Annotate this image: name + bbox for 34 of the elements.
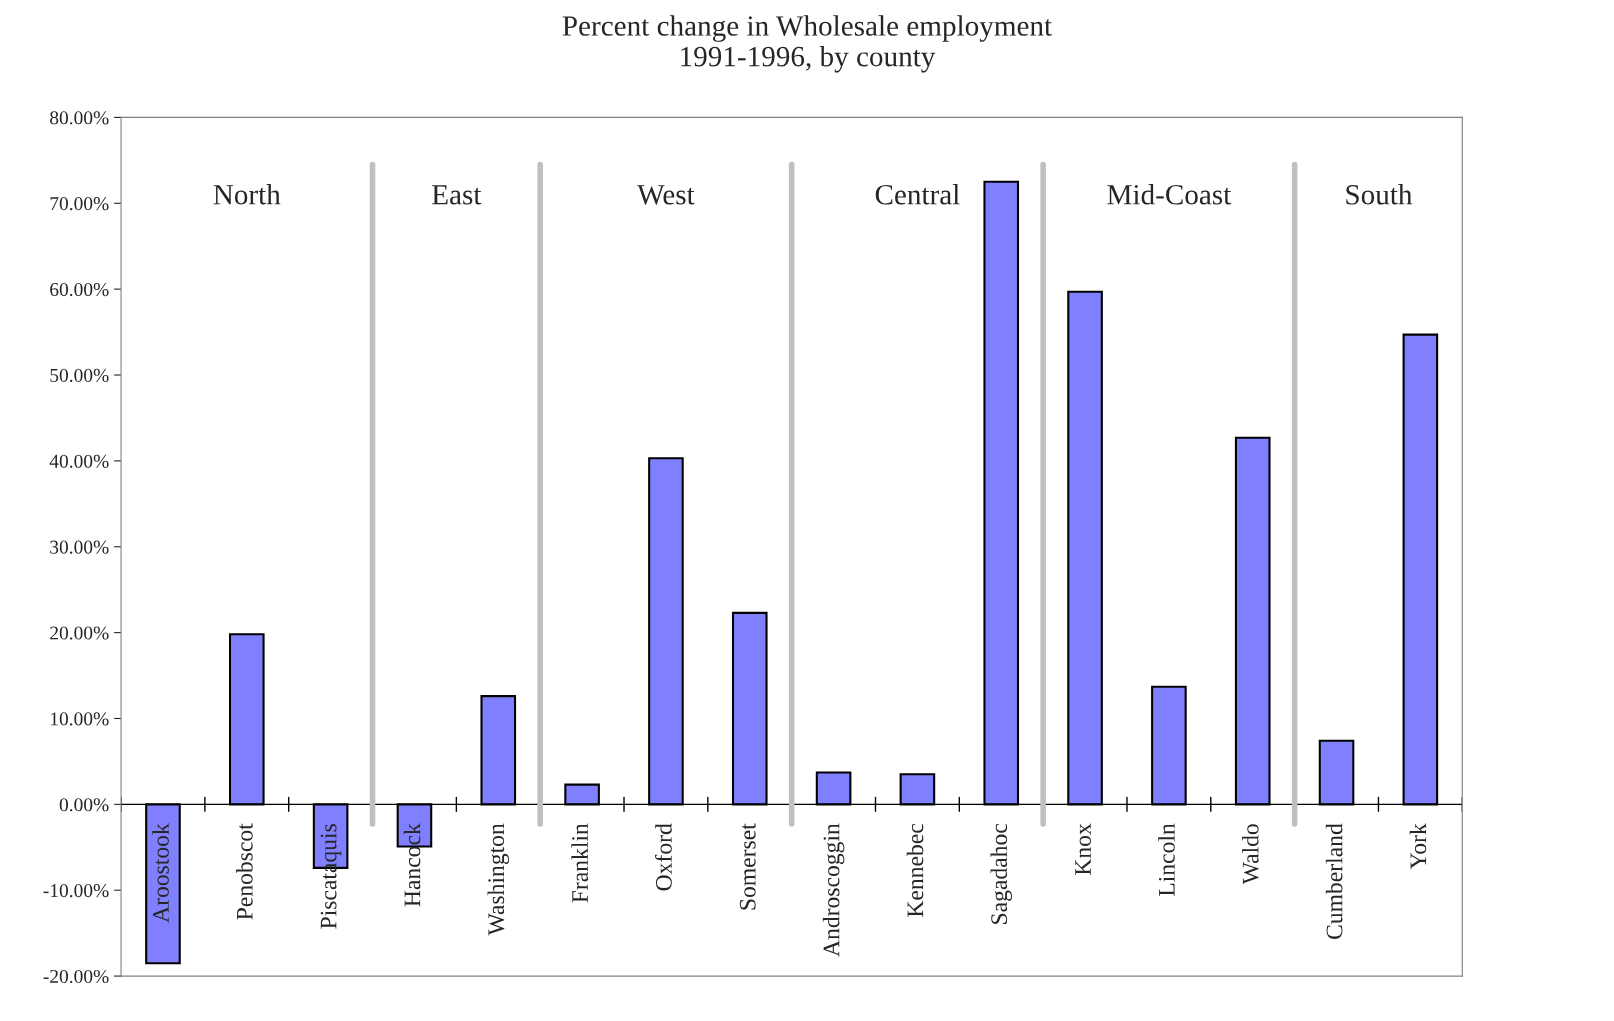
x-tick-label: York (1409, 823, 1427, 870)
y-tick-label: -20.00% (43, 969, 109, 984)
x-tick-label: Kennebec (906, 823, 924, 917)
x-tick-label: Franklin (571, 823, 589, 903)
y-tick-label: 70.00% (50, 197, 109, 211)
x-tick-label: Sagadahoc (990, 823, 1012, 924)
y-tick-label: 80.00% (50, 111, 109, 125)
y-tick-label: 50.00% (50, 368, 109, 383)
y-tick-label: 30.00% (50, 540, 109, 554)
x-tick-label: Somerset (739, 823, 756, 910)
x-tick-label: Lincoln (1158, 823, 1175, 896)
y-tick-label: 60.00% (50, 282, 109, 297)
annotation: East (432, 185, 482, 205)
annotation: North (213, 184, 281, 205)
x-tick-label: Cumberland (1325, 823, 1343, 939)
x-tick-label: Oxford (654, 823, 672, 891)
x-tick-label: Knox (1075, 823, 1091, 876)
x-tick-label: Aroostook (152, 823, 169, 923)
y-tick-label: 0.00% (59, 798, 109, 812)
chart-title: Percent change in Wholesale employment 1991-1996, by county (562, 15, 1052, 73)
y-tick-label: -10.00% (43, 884, 109, 898)
x-tick-label: Androscoggin (822, 823, 845, 957)
annotation: West (637, 185, 695, 205)
y-tick-label: 40.00% (49, 454, 109, 468)
x-tick-label: Waldo (1242, 824, 1259, 885)
x-tick-label: Hancock (403, 823, 421, 907)
x-tick-label: Penobscot (236, 823, 253, 920)
annotation: Central (875, 184, 960, 205)
y-tick-label: 20.00% (50, 626, 109, 640)
annotation: Mid-Coast (1107, 184, 1232, 205)
x-tick-label: Washington (487, 823, 510, 936)
annotation: South (1346, 184, 1413, 205)
y-tick-label: 10.00% (51, 712, 109, 726)
x-tick-label: Piscataquis (320, 824, 342, 929)
